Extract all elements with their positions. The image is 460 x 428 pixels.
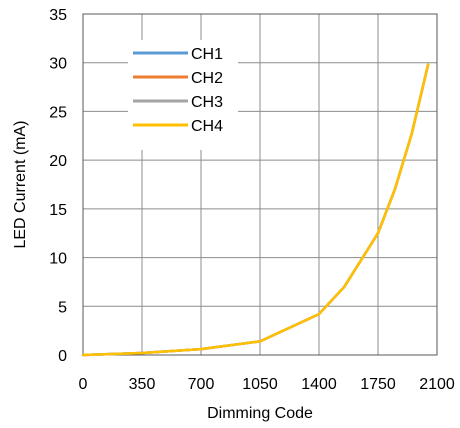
series-line-ch4	[81, 63, 430, 357]
y-tick-label: 25	[49, 104, 67, 121]
x-axis-label: Dimming Code	[207, 405, 313, 422]
y-tick-label: 5	[58, 299, 67, 316]
grid-lines	[82, 13, 438, 356]
x-tick-label: 700	[188, 376, 215, 393]
legend: CH1 CH2 CH3 CH4	[128, 40, 238, 150]
y-tick-label: 35	[49, 7, 67, 24]
x-tick-label: 1750	[360, 376, 396, 393]
y-tick-label: 20	[49, 153, 67, 170]
legend-label-ch3: CH3	[191, 94, 223, 111]
legend-label-ch4: CH4	[191, 118, 223, 135]
legend-label-ch1: CH1	[191, 46, 223, 63]
x-tick-labels: 0 350 700 1050 1400 1750 2100	[79, 376, 455, 393]
x-tick-label: 2100	[419, 376, 455, 393]
y-tick-label: 30	[49, 56, 67, 73]
x-tick-label: 0	[79, 376, 88, 393]
y-tick-label: 15	[49, 202, 67, 219]
y-tick-labels: 0 5 10 15 20 25 30 35	[49, 7, 67, 365]
x-tick-label: 1400	[301, 376, 337, 393]
x-tick-label: 1050	[242, 376, 278, 393]
legend-background	[128, 40, 238, 150]
series-lines	[81, 63, 430, 357]
x-tick-label: 350	[129, 376, 156, 393]
plot-area	[82, 13, 438, 356]
y-tick-label: 0	[58, 348, 67, 365]
y-axis-label: LED Current (mA)	[12, 120, 29, 248]
legend-label-ch2: CH2	[191, 70, 223, 87]
y-tick-label: 10	[49, 251, 67, 268]
